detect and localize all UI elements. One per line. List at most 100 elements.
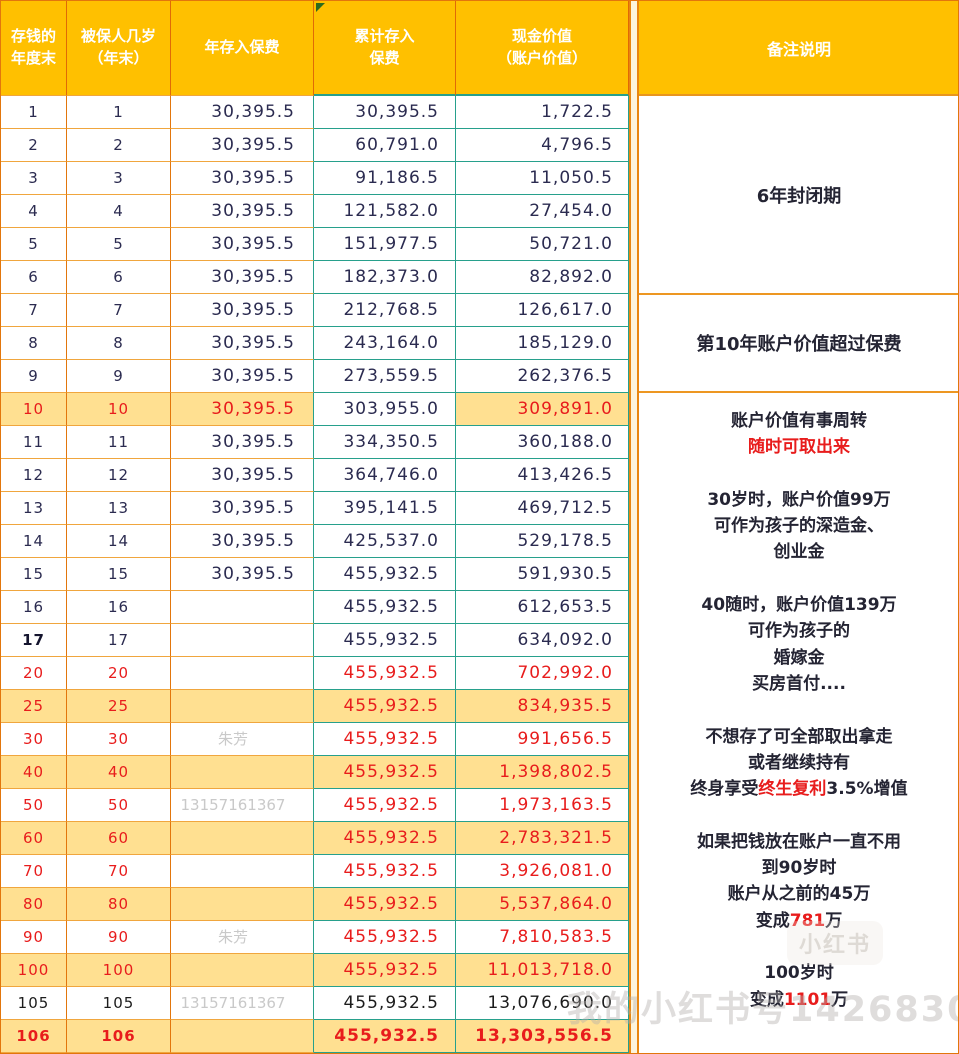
cell-annual-premium[interactable]: 30,395.5: [171, 525, 314, 558]
header-cash-value[interactable]: 现金价值 （账户价值）: [456, 1, 629, 96]
cell-annual-premium[interactable]: 朱芳: [171, 723, 314, 756]
cell-annual-premium[interactable]: 30,395.5: [171, 459, 314, 492]
cell-cash-value[interactable]: 50,721.0: [456, 228, 629, 261]
cell-cash-value[interactable]: 529,178.5: [456, 525, 629, 558]
cell-cumulative-premium[interactable]: 455,932.5: [314, 624, 456, 657]
cell-age[interactable]: 15: [67, 558, 171, 591]
cell-age[interactable]: 20: [67, 657, 171, 690]
cell-annual-premium[interactable]: 30,395.5: [171, 558, 314, 591]
cell-age[interactable]: 8: [67, 327, 171, 360]
cell-year[interactable]: 105: [1, 987, 67, 1020]
cell-annual-premium[interactable]: 30,395.5: [171, 294, 314, 327]
cell-age[interactable]: 106: [67, 1020, 171, 1053]
cell-year[interactable]: 25: [1, 690, 67, 723]
cell-cash-value[interactable]: 834,935.5: [456, 690, 629, 723]
cell-annual-premium[interactable]: 朱芳: [171, 921, 314, 954]
cell-cash-value[interactable]: 13,076,690.0: [456, 987, 629, 1020]
remark-details[interactable]: 账户价值有事周转 随时可取出来 30岁时，账户价值99万 可作为孩子的深造金、 创业金 4…: [639, 393, 958, 1053]
cell-cumulative-premium[interactable]: 455,932.5: [314, 987, 456, 1020]
cell-cash-value[interactable]: 702,992.0: [456, 657, 629, 690]
cell-age[interactable]: 7: [67, 294, 171, 327]
cell-cash-value[interactable]: 11,013,718.0: [456, 954, 629, 987]
cell-annual-premium[interactable]: [171, 1020, 314, 1053]
cell-cumulative-premium[interactable]: 334,350.5: [314, 426, 456, 459]
cell-age[interactable]: 9: [67, 360, 171, 393]
cell-cash-value[interactable]: 2,783,321.5: [456, 822, 629, 855]
cell-annual-premium[interactable]: 30,395.5: [171, 195, 314, 228]
cell-year[interactable]: 1: [1, 96, 67, 129]
cell-cash-value[interactable]: 4,796.5: [456, 129, 629, 162]
cell-cumulative-premium[interactable]: 425,537.0: [314, 525, 456, 558]
cell-age[interactable]: 40: [67, 756, 171, 789]
cell-year[interactable]: 5: [1, 228, 67, 261]
cell-cumulative-premium[interactable]: 455,932.5: [314, 921, 456, 954]
cell-annual-premium[interactable]: [171, 756, 314, 789]
cell-cumulative-premium[interactable]: 455,932.5: [314, 1020, 456, 1053]
cell-year[interactable]: 10: [1, 393, 67, 426]
cell-age[interactable]: 30: [67, 723, 171, 756]
cell-cash-value[interactable]: 634,092.0: [456, 624, 629, 657]
cell-cash-value[interactable]: 82,892.0: [456, 261, 629, 294]
cell-year[interactable]: 14: [1, 525, 67, 558]
cell-annual-premium[interactable]: [171, 591, 314, 624]
cell-cumulative-premium[interactable]: 60,791.0: [314, 129, 456, 162]
cell-year[interactable]: 16: [1, 591, 67, 624]
cell-cumulative-premium[interactable]: 243,164.0: [314, 327, 456, 360]
cell-cash-value[interactable]: 3,926,081.0: [456, 855, 629, 888]
remark-year10-note[interactable]: 第10年账户价值超过保费: [639, 295, 958, 393]
cell-age[interactable]: 60: [67, 822, 171, 855]
cell-cash-value[interactable]: 13,303,556.5: [456, 1020, 629, 1053]
header-remarks[interactable]: 备注说明: [639, 1, 958, 96]
cell-annual-premium[interactable]: [171, 657, 314, 690]
cell-annual-premium[interactable]: 30,395.5: [171, 228, 314, 261]
cell-cash-value[interactable]: 262,376.5: [456, 360, 629, 393]
cell-age[interactable]: 2: [67, 129, 171, 162]
cell-age[interactable]: 90: [67, 921, 171, 954]
cell-cash-value[interactable]: 5,537,864.0: [456, 888, 629, 921]
cell-cumulative-premium[interactable]: 273,559.5: [314, 360, 456, 393]
cell-cumulative-premium[interactable]: 455,932.5: [314, 690, 456, 723]
cell-year[interactable]: 2: [1, 129, 67, 162]
cell-age[interactable]: 12: [67, 459, 171, 492]
cell-year[interactable]: 106: [1, 1020, 67, 1053]
cell-cumulative-premium[interactable]: 455,932.5: [314, 756, 456, 789]
cell-year[interactable]: 80: [1, 888, 67, 921]
cell-year[interactable]: 70: [1, 855, 67, 888]
cell-cash-value[interactable]: 309,891.0: [456, 393, 629, 426]
cell-year[interactable]: 7: [1, 294, 67, 327]
header-cumulative-premium[interactable]: 累计存入 保费: [314, 1, 456, 96]
cell-year[interactable]: 90: [1, 921, 67, 954]
cell-cash-value[interactable]: 591,930.5: [456, 558, 629, 591]
cell-annual-premium[interactable]: [171, 954, 314, 987]
cell-age[interactable]: 17: [67, 624, 171, 657]
cell-year[interactable]: 17: [1, 624, 67, 657]
cell-age[interactable]: 5: [67, 228, 171, 261]
cell-year[interactable]: 30: [1, 723, 67, 756]
header-age[interactable]: 被保人几岁 （年末）: [67, 1, 171, 96]
cell-cumulative-premium[interactable]: 455,932.5: [314, 723, 456, 756]
cell-cash-value[interactable]: 469,712.5: [456, 492, 629, 525]
cell-annual-premium[interactable]: 30,395.5: [171, 162, 314, 195]
cell-cash-value[interactable]: 11,050.5: [456, 162, 629, 195]
cell-age[interactable]: 50: [67, 789, 171, 822]
cell-age[interactable]: 4: [67, 195, 171, 228]
cell-annual-premium[interactable]: [171, 888, 314, 921]
remark-closed-period[interactable]: 6年封闭期: [639, 96, 958, 295]
cell-annual-premium[interactable]: [171, 690, 314, 723]
cell-cash-value[interactable]: 1,973,163.5: [456, 789, 629, 822]
cell-age[interactable]: 105: [67, 987, 171, 1020]
cell-age[interactable]: 13: [67, 492, 171, 525]
cell-cash-value[interactable]: 612,653.5: [456, 591, 629, 624]
cell-cumulative-premium[interactable]: 151,977.5: [314, 228, 456, 261]
cell-cumulative-premium[interactable]: 91,186.5: [314, 162, 456, 195]
cell-year[interactable]: 6: [1, 261, 67, 294]
cell-year[interactable]: 8: [1, 327, 67, 360]
cell-year[interactable]: 13: [1, 492, 67, 525]
cell-year[interactable]: 15: [1, 558, 67, 591]
cell-year[interactable]: 60: [1, 822, 67, 855]
cell-cumulative-premium[interactable]: 455,932.5: [314, 591, 456, 624]
cell-cumulative-premium[interactable]: 455,932.5: [314, 855, 456, 888]
cell-year[interactable]: 4: [1, 195, 67, 228]
cell-age[interactable]: 70: [67, 855, 171, 888]
cell-cash-value[interactable]: 413,426.5: [456, 459, 629, 492]
